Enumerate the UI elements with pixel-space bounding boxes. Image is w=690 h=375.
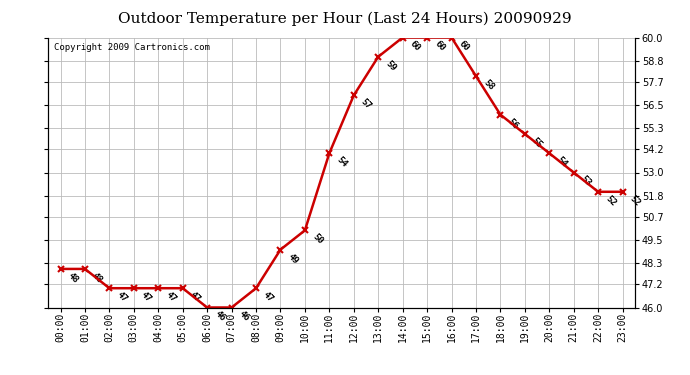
- Text: 47: 47: [188, 290, 202, 304]
- Text: 48: 48: [66, 271, 80, 285]
- Text: 52: 52: [604, 194, 618, 208]
- Text: 60: 60: [408, 39, 422, 53]
- Text: 47: 47: [262, 290, 275, 304]
- Text: 46: 46: [237, 309, 251, 323]
- Text: 57: 57: [359, 97, 373, 111]
- Text: 47: 47: [139, 290, 153, 304]
- Text: 59: 59: [384, 59, 397, 73]
- Text: 46: 46: [213, 309, 226, 323]
- Text: 47: 47: [164, 290, 178, 304]
- Text: 54: 54: [335, 155, 349, 169]
- Text: 52: 52: [628, 194, 642, 208]
- Text: 49: 49: [286, 252, 300, 266]
- Text: 50: 50: [310, 232, 324, 246]
- Text: 60: 60: [457, 39, 471, 53]
- Text: Copyright 2009 Cartronics.com: Copyright 2009 Cartronics.com: [55, 43, 210, 52]
- Text: 47: 47: [115, 290, 129, 304]
- Text: 53: 53: [580, 174, 593, 188]
- Text: 54: 54: [555, 155, 569, 169]
- Text: 56: 56: [506, 117, 520, 130]
- Text: 60: 60: [433, 39, 446, 53]
- Text: 48: 48: [90, 271, 104, 285]
- Text: Outdoor Temperature per Hour (Last 24 Hours) 20090929: Outdoor Temperature per Hour (Last 24 Ho…: [118, 11, 572, 26]
- Text: 55: 55: [531, 136, 544, 150]
- Text: 58: 58: [482, 78, 495, 92]
